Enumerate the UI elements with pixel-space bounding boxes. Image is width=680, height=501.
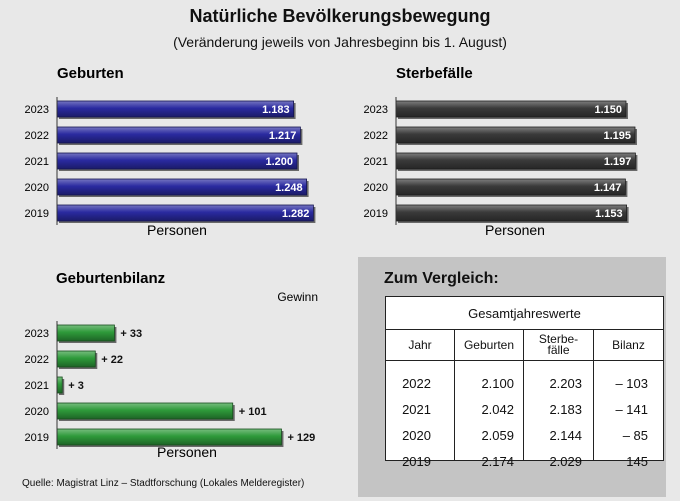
balance-value-label: + 129 — [287, 432, 315, 444]
births-value-label: 1.217 — [269, 130, 297, 142]
deaths-bar — [395, 152, 636, 170]
balance-value-label: + 101 — [239, 406, 267, 418]
column-header-year: Jahr — [386, 330, 455, 361]
deaths-bar — [395, 204, 628, 222]
balance-bar — [56, 350, 96, 368]
deaths-chart: Sterbefälle 2023 1.150 2022 1.195 2021 1.197 20… — [340, 58, 680, 253]
deaths-value-label: 1.195 — [603, 130, 631, 142]
balance-category-label: 2022 — [25, 354, 49, 366]
deaths-category-label: 2019 — [364, 208, 388, 220]
balance-bar — [56, 324, 115, 342]
table-cell-deaths: 2.144 — [549, 427, 582, 443]
table-caption: Gesamtjahreswerte — [386, 297, 663, 330]
table-cell-balance: – 141 — [615, 401, 648, 417]
page-subtitle: (Veränderung jeweils von Jahresbeginn bi… — [173, 34, 507, 50]
balance-bar — [56, 376, 63, 394]
deaths-chart-svg: Sterbefälle 2023 1.150 2022 1.195 2021 1.197 20… — [364, 65, 638, 238]
table-cell-balance: – 85 — [622, 427, 648, 443]
table-cell-births: 2.174 — [481, 453, 514, 469]
births-bar — [56, 178, 308, 196]
births-value-label: 1.183 — [262, 104, 290, 116]
deaths-bar — [395, 126, 636, 144]
column-header-deaths: Sterbe- fälle — [524, 330, 594, 361]
column-divider — [593, 361, 594, 460]
deaths-category-label: 2023 — [364, 104, 388, 116]
births-x-axis-label: Personen — [147, 222, 207, 238]
table-cell-balance: 145 — [626, 453, 648, 469]
births-bar — [56, 126, 301, 144]
deaths-x-axis-label: Personen — [485, 222, 545, 238]
page-title: Natürliche Bevölkerungsbewegung — [189, 6, 491, 26]
balance-value-label: + 22 — [101, 354, 123, 366]
table-cell-year: 2020 — [402, 427, 431, 443]
table-cell-year: 2021 — [402, 401, 431, 417]
deaths-bar — [395, 100, 627, 118]
table-cell-births: 2.042 — [481, 401, 514, 417]
births-category-label: 2021 — [25, 156, 49, 168]
balance-bar — [56, 428, 282, 446]
births-value-label: 1.248 — [275, 182, 303, 194]
balance-value-label: + 33 — [120, 328, 142, 340]
balance-legend-label: Gewinn — [277, 290, 318, 304]
comparison-table: Gesamtjahreswerte Jahr Geburten Sterbe- … — [385, 296, 664, 469]
births-category-label: 2023 — [25, 104, 49, 116]
births-bar — [56, 204, 314, 222]
comparison-title: Zum Vergleich: — [384, 270, 499, 287]
column-header-births: Geburten — [455, 330, 524, 361]
table-cell-births: 2.100 — [481, 375, 514, 391]
deaths-value-label: 1.197 — [604, 156, 632, 168]
balance-chart-title: Geburtenbilanz — [56, 270, 165, 287]
source-note: Quelle: Magistrat Linz – Stadtforschung … — [22, 478, 305, 489]
deaths-value-label: 1.147 — [594, 182, 622, 194]
deaths-bar — [395, 178, 626, 196]
column-divider — [454, 361, 455, 460]
balance-category-label: 2020 — [25, 406, 49, 418]
table-cell-births: 2.059 — [481, 427, 514, 443]
balance-x-axis-label: Personen — [157, 444, 217, 460]
births-chart-title: Geburten — [57, 65, 124, 82]
table-cell-year: 2022 — [402, 375, 431, 391]
balance-chart-svg: Geburtenbilanz Gewinn 2023 + 33 2022 + 22 2021… — [25, 270, 318, 460]
table-cell-deaths: 2.183 — [549, 401, 582, 417]
births-chart-svg: Geburten 2023 1.183 2022 1.217 2021 1.200 2020 1… — [25, 65, 316, 238]
deaths-value-label: 1.150 — [594, 104, 622, 116]
balance-category-label: 2023 — [25, 328, 49, 340]
births-value-label: 1.282 — [282, 208, 310, 220]
births-value-label: 1.200 — [265, 156, 293, 168]
births-category-label: 2020 — [25, 182, 49, 194]
deaths-category-label: 2022 — [364, 130, 388, 142]
balance-chart: Geburtenbilanz Gewinn 2023 + 33 2022 + 22 2021… — [0, 262, 350, 467]
table-cell-deaths: 2.029 — [549, 453, 582, 469]
table-cell-deaths: 2.203 — [549, 375, 582, 391]
deaths-category-label: 2020 — [364, 182, 388, 194]
table-cell-year: 2019 — [402, 453, 431, 469]
births-category-label: 2022 — [25, 130, 49, 142]
deaths-value-label: 1.153 — [595, 208, 623, 220]
births-bar — [56, 100, 295, 118]
balance-category-label: 2019 — [25, 432, 49, 444]
table-cell-balance: – 103 — [615, 375, 648, 391]
balance-value-label: + 3 — [68, 380, 84, 392]
births-category-label: 2019 — [25, 208, 49, 220]
balance-category-label: 2021 — [25, 380, 49, 392]
column-header-balance: Bilanz — [594, 330, 663, 361]
column-divider — [523, 361, 524, 460]
deaths-category-label: 2021 — [364, 156, 388, 168]
balance-bar — [56, 402, 234, 420]
deaths-chart-title: Sterbefälle — [396, 65, 473, 82]
births-bar — [56, 152, 298, 170]
births-chart: Geburten 2023 1.183 2022 1.217 2021 1.200 2020 1… — [0, 58, 340, 253]
